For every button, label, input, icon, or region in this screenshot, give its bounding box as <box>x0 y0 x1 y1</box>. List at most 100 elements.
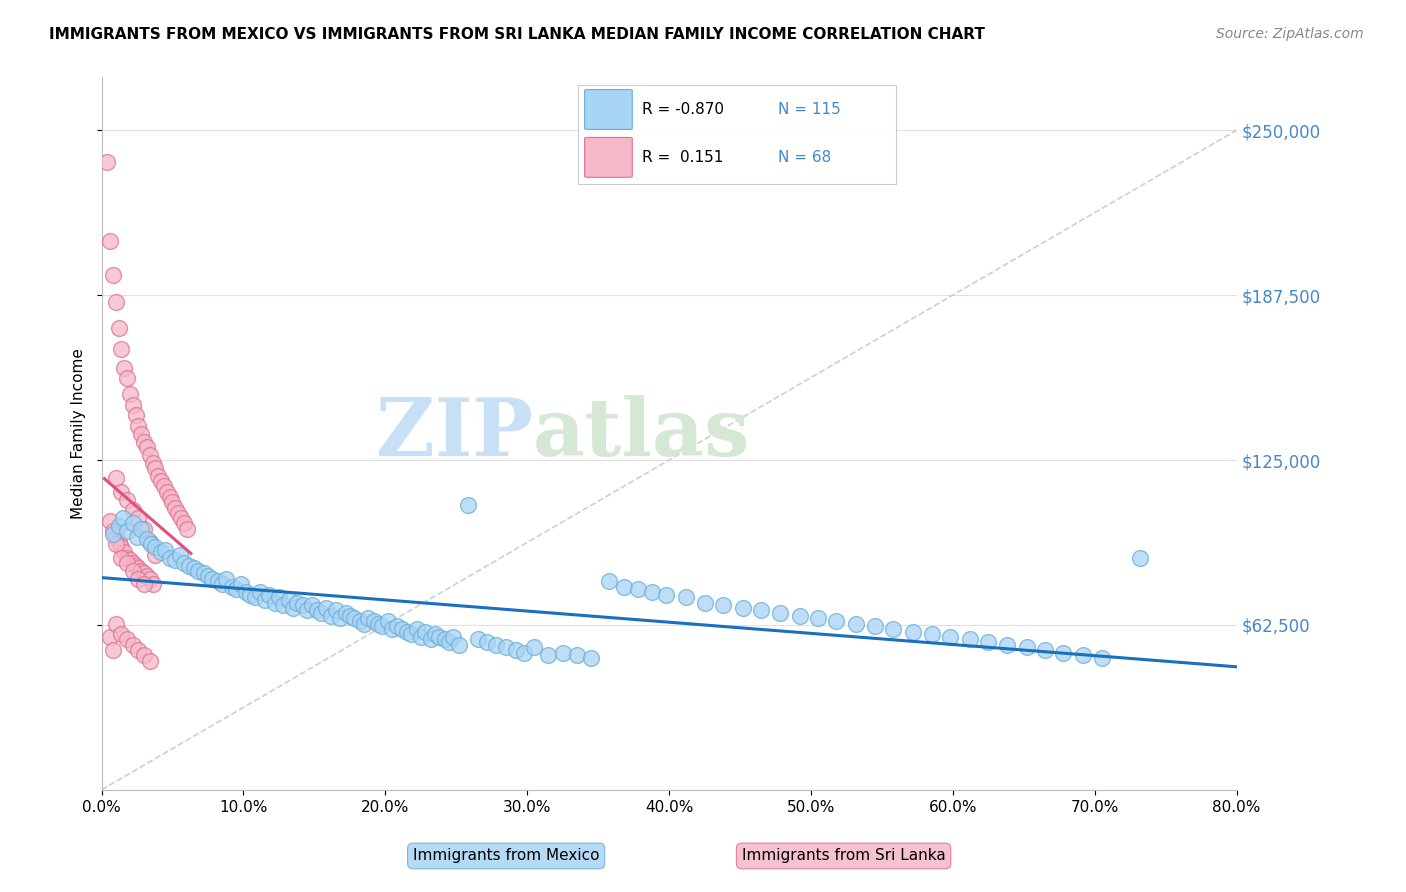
Point <box>285 595 308 609</box>
Point <box>129 522 152 536</box>
Point <box>127 561 149 575</box>
Point <box>124 558 146 573</box>
Point <box>112 360 135 375</box>
Point <box>115 556 138 570</box>
Point <box>329 611 352 625</box>
Point <box>711 598 734 612</box>
Point <box>101 527 124 541</box>
Point <box>863 619 886 633</box>
Point <box>101 524 124 539</box>
Point <box>221 580 243 594</box>
Point <box>367 616 389 631</box>
Point <box>449 638 471 652</box>
Point <box>845 616 868 631</box>
Point <box>551 646 574 660</box>
Point <box>104 616 127 631</box>
Point <box>132 648 155 663</box>
Point <box>675 591 697 605</box>
Point <box>150 545 173 559</box>
Point <box>357 611 380 625</box>
Point <box>371 619 394 633</box>
Point <box>495 640 517 655</box>
Point <box>311 606 333 620</box>
Point <box>132 577 155 591</box>
Point <box>169 548 191 562</box>
Point <box>769 606 792 620</box>
Point <box>579 651 602 665</box>
Point <box>110 540 132 554</box>
Point <box>173 556 195 570</box>
Point <box>325 603 347 617</box>
Point <box>145 540 167 554</box>
Point <box>176 522 198 536</box>
Point <box>107 534 129 549</box>
Point <box>267 591 290 605</box>
Point <box>139 654 162 668</box>
Point <box>132 434 155 449</box>
Point <box>297 603 319 617</box>
Text: ZIP: ZIP <box>375 394 533 473</box>
Point <box>142 456 165 470</box>
Point <box>995 638 1018 652</box>
Point <box>132 566 155 581</box>
Point <box>165 500 187 515</box>
Point <box>789 608 811 623</box>
Point <box>139 572 162 586</box>
Point <box>598 574 620 589</box>
Point <box>731 600 754 615</box>
Point <box>115 550 138 565</box>
Point <box>115 371 138 385</box>
Point <box>211 577 233 591</box>
Point <box>301 598 323 612</box>
Point <box>139 448 162 462</box>
Point <box>115 524 138 539</box>
Point <box>391 622 413 636</box>
Point <box>243 591 266 605</box>
Point <box>385 619 408 633</box>
Point <box>409 630 432 644</box>
Point <box>423 627 446 641</box>
Point <box>121 398 143 412</box>
Text: Source: ZipAtlas.com: Source: ZipAtlas.com <box>1216 27 1364 41</box>
Point <box>977 635 1000 649</box>
Point <box>1091 651 1114 665</box>
Point <box>239 588 262 602</box>
Point <box>457 498 479 512</box>
Point <box>363 614 385 628</box>
Point <box>118 553 141 567</box>
Point <box>467 632 489 647</box>
Point <box>111 511 134 525</box>
Point <box>135 532 157 546</box>
Point <box>427 630 450 644</box>
Point <box>141 537 163 551</box>
Text: atlas: atlas <box>533 394 751 473</box>
Point <box>882 622 904 636</box>
Point <box>277 592 299 607</box>
Point <box>129 426 152 441</box>
Point <box>939 630 962 644</box>
Point <box>107 321 129 335</box>
Point <box>613 580 636 594</box>
Point <box>121 503 143 517</box>
Point <box>655 588 678 602</box>
Point <box>110 550 132 565</box>
Point <box>110 342 132 356</box>
Point <box>523 640 546 655</box>
Point <box>291 598 314 612</box>
Point <box>537 648 560 663</box>
Point <box>187 564 209 578</box>
Point <box>153 479 176 493</box>
Point <box>132 522 155 536</box>
Point <box>197 569 219 583</box>
Point <box>104 294 127 309</box>
Point <box>433 632 456 647</box>
Point <box>1052 646 1074 660</box>
Point <box>1015 640 1038 655</box>
Point <box>98 514 121 528</box>
Point <box>749 603 772 617</box>
Point <box>257 588 280 602</box>
Point <box>129 564 152 578</box>
Point <box>170 511 193 525</box>
Point <box>115 632 138 647</box>
Point <box>156 484 179 499</box>
